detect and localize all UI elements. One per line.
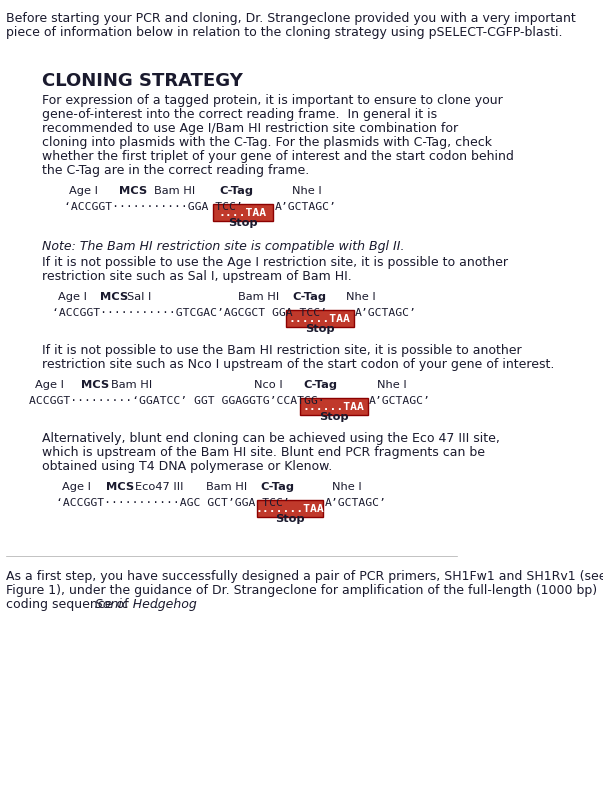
- Text: Eco47 III: Eco47 III: [134, 482, 183, 492]
- Text: Nhe I: Nhe I: [292, 186, 322, 196]
- Text: Nhe I: Nhe I: [346, 292, 376, 302]
- Text: ACCGGT·········‘GGATCC’ GGT GGAGGTG’CCATGG·: ACCGGT·········‘GGATCC’ GGT GGAGGTG’CCAT…: [29, 396, 325, 406]
- Text: recommended to use Age I/Bam HI restriction site combination for: recommended to use Age I/Bam HI restrict…: [42, 122, 458, 135]
- Text: restriction site such as Sal I, upstream of Bam HI.: restriction site such as Sal I, upstream…: [42, 270, 352, 283]
- Text: Bam HI: Bam HI: [112, 380, 153, 390]
- FancyBboxPatch shape: [300, 398, 367, 415]
- Text: Age I: Age I: [34, 380, 63, 390]
- Text: A’GCTAGC’: A’GCTAGC’: [355, 308, 417, 318]
- Text: As a first step, you have successfully designed a pair of PCR primers, SH1Fw1 an: As a first step, you have successfully d…: [6, 570, 603, 583]
- Text: Bam HI: Bam HI: [154, 186, 195, 196]
- Text: Stop: Stop: [319, 412, 349, 422]
- Text: which is upstream of the Bam HI site. Blunt end PCR fragments can be: which is upstream of the Bam HI site. Bl…: [42, 446, 485, 459]
- Text: Figure 1), under the guidance of Dr. Strangeclone for amplification of the full-: Figure 1), under the guidance of Dr. Str…: [6, 584, 598, 597]
- Text: Age I: Age I: [62, 482, 90, 492]
- Text: Age I: Age I: [69, 186, 98, 196]
- Text: C-Tag: C-Tag: [260, 482, 294, 492]
- Text: Stop: Stop: [275, 514, 305, 524]
- Text: restriction site such as Nco I upstream of the start codon of your gene of inter: restriction site such as Nco I upstream …: [42, 358, 555, 371]
- FancyBboxPatch shape: [257, 500, 323, 517]
- Text: If it is not possible to use the Age I restriction site, it is possible to anoth: If it is not possible to use the Age I r…: [42, 256, 508, 269]
- Text: Bam HI: Bam HI: [238, 292, 280, 302]
- Text: Nhe I: Nhe I: [377, 380, 406, 390]
- Text: ‘ACCGGT···········GGA TCC’: ‘ACCGGT···········GGA TCC’: [64, 202, 242, 212]
- Text: Stop: Stop: [305, 324, 335, 334]
- Text: MCS: MCS: [119, 186, 147, 196]
- Text: Alternatively, blunt end cloning can be achieved using the Eco 47 III site,: Alternatively, blunt end cloning can be …: [42, 432, 500, 445]
- Text: gene-of-interest into the correct reading frame.  In general it is: gene-of-interest into the correct readin…: [42, 108, 437, 121]
- Text: obtained using T4 DNA polymerase or Klenow.: obtained using T4 DNA polymerase or Klen…: [42, 460, 332, 473]
- FancyBboxPatch shape: [213, 204, 273, 221]
- Text: ....TAA: ....TAA: [219, 207, 267, 218]
- Text: MCS: MCS: [81, 380, 109, 390]
- Text: Note: The Bam HI restriction site is compatible with Bgl II.: Note: The Bam HI restriction site is com…: [42, 240, 405, 253]
- Text: ‘ACCGGT···········AGC GCT’GGA TCC’: ‘ACCGGT···········AGC GCT’GGA TCC’: [56, 498, 290, 508]
- Text: whether the first triplet of your gene of interest and the start codon behind: whether the first triplet of your gene o…: [42, 150, 514, 163]
- Text: ......TAA: ......TAA: [303, 401, 365, 412]
- Text: MCS: MCS: [100, 292, 128, 302]
- Text: Nco I: Nco I: [254, 380, 282, 390]
- Text: Nhe I: Nhe I: [332, 482, 362, 492]
- Text: .: .: [154, 598, 159, 611]
- Text: Sonic Hedgehog: Sonic Hedgehog: [95, 598, 197, 611]
- Text: C-Tag: C-Tag: [292, 292, 326, 302]
- Text: C-Tag: C-Tag: [304, 380, 338, 390]
- Text: ‘ACCGGT···········GTCGAC’AGCGCT GGA TCC’: ‘ACCGGT···········GTCGAC’AGCGCT GGA TCC’: [52, 308, 327, 318]
- Text: ......TAA: ......TAA: [289, 314, 351, 323]
- Text: cloning into plasmids with the C-Tag. For the plasmids with C-Tag, check: cloning into plasmids with the C-Tag. Fo…: [42, 136, 492, 149]
- Text: .......TAA: .......TAA: [256, 504, 324, 513]
- Text: coding sequence of: coding sequence of: [6, 598, 133, 611]
- Text: A’GCTAGC’: A’GCTAGC’: [369, 396, 431, 406]
- Text: Stop: Stop: [228, 218, 257, 228]
- Text: MCS: MCS: [106, 482, 134, 492]
- Text: the C-Tag are in the correct reading frame.: the C-Tag are in the correct reading fra…: [42, 164, 309, 177]
- Text: CLONING STRATEGY: CLONING STRATEGY: [42, 72, 243, 90]
- Text: C-Tag: C-Tag: [219, 186, 253, 196]
- FancyBboxPatch shape: [286, 310, 354, 327]
- Text: If it is not possible to use the Bam HI restriction site, it is possible to anot: If it is not possible to use the Bam HI …: [42, 344, 522, 357]
- Text: piece of information below in relation to the cloning strategy using pSELECT-CGF: piece of information below in relation t…: [6, 26, 563, 39]
- Text: A’GCTAGC’: A’GCTAGC’: [324, 498, 387, 508]
- Text: Sal I: Sal I: [127, 292, 151, 302]
- Text: Bam HI: Bam HI: [206, 482, 247, 492]
- Text: For expression of a tagged protein, it is important to ensure to clone your: For expression of a tagged protein, it i…: [42, 94, 503, 107]
- Text: Age I: Age I: [58, 292, 87, 302]
- Text: Before starting your PCR and cloning, Dr. Strangeclone provided you with a very : Before starting your PCR and cloning, Dr…: [6, 12, 576, 25]
- Text: A’GCTAGC’: A’GCTAGC’: [274, 202, 336, 212]
